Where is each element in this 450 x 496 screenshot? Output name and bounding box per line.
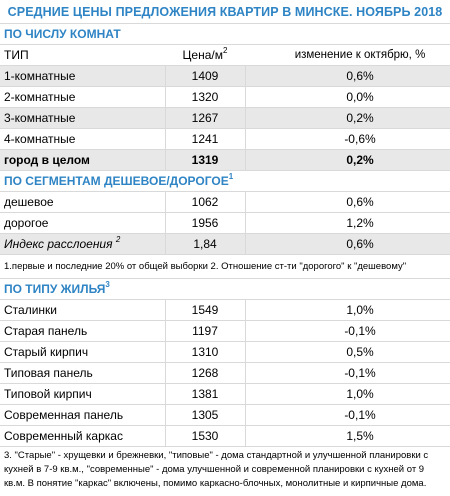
- total-price: 1319: [191, 153, 219, 167]
- row-change: 1,5%: [346, 429, 374, 443]
- row-label: Типовая панель: [4, 366, 93, 380]
- row-price: 1062: [191, 195, 219, 209]
- row-label: Современная панель: [4, 408, 124, 422]
- row-price: 1320: [191, 90, 219, 104]
- table-row: Современный каркас 1530 1,5%: [0, 426, 450, 447]
- table-row: Типовая панель 1268 -0,1%: [0, 363, 450, 384]
- section-heading-label: ПО ТИПУ ЖИЛЬЯ: [4, 282, 106, 296]
- footnote-ref: 3: [105, 280, 110, 289]
- row-label: Старый кирпич: [4, 345, 89, 359]
- row-price: 1409: [191, 69, 219, 83]
- footnote-ref: 2: [115, 235, 121, 244]
- index-value: 1,84: [193, 237, 217, 251]
- index-change: 0,6%: [346, 237, 374, 251]
- row-change: 0,0%: [346, 90, 374, 104]
- table-row: Старый кирпич 1310 0,5%: [0, 342, 450, 363]
- row-price: 1268: [191, 366, 219, 380]
- table-row: Сталинки 1549 1,0%: [0, 300, 450, 321]
- footnote-housing: 3. "Старые" - хрущевки и брежневки, "тип…: [4, 450, 429, 489]
- row-price: 1305: [191, 408, 219, 422]
- section-heading-label: ПО СЕГМЕНТАМ ДЕШЕВОЕ/ДОРОГОЕ: [4, 174, 229, 188]
- row-change: -0,1%: [344, 408, 376, 422]
- total-change: 0,2%: [346, 153, 374, 167]
- col-change-header: изменение к октябрю, %: [294, 49, 426, 61]
- row-price: 1530: [191, 429, 219, 443]
- row-change: 1,0%: [346, 387, 374, 401]
- col-price-header: Цена/м2: [165, 45, 245, 65]
- section-housing-heading: ПО ТИПУ ЖИЛЬЯ3: [0, 279, 450, 300]
- row-change: 0,6%: [346, 69, 374, 83]
- row-change: -0,6%: [344, 132, 376, 146]
- index-row: Индекс расслоения 2 1,84 0,6%: [0, 234, 450, 255]
- row-label: Современный каркас: [4, 429, 123, 443]
- total-label: город в целом: [4, 153, 90, 167]
- row-change: 0,2%: [346, 111, 374, 125]
- row-label: дорогое: [4, 216, 49, 230]
- row-price: 1267: [191, 111, 219, 125]
- index-label: Индекс расслоения 2: [4, 234, 120, 254]
- section-rooms-heading: ПО ЧИСЛУ КОМНАТ: [0, 24, 450, 45]
- col-price-text: Цена/м: [182, 48, 223, 62]
- row-price: 1381: [191, 387, 219, 401]
- row-label: Сталинки: [4, 303, 57, 317]
- index-label-text: Индекс расслоения: [4, 237, 113, 251]
- row-change: 1,2%: [346, 216, 374, 230]
- table-row: Старая панель 1197 -0,1%: [0, 321, 450, 342]
- row-price: 1197: [192, 324, 218, 338]
- section-heading-text: ПО ТИПУ ЖИЛЬЯ3: [4, 279, 110, 299]
- row-price: 1956: [191, 216, 219, 230]
- section-heading-text: ПО ЧИСЛУ КОМНАТ: [4, 27, 121, 41]
- row-change: -0,1%: [344, 324, 376, 338]
- row-change: 1,0%: [346, 303, 374, 317]
- row-price: 1241: [191, 132, 219, 146]
- section-heading-text: ПО СЕГМЕНТАМ ДЕШЕВОЕ/ДОРОГОЕ1: [4, 171, 233, 191]
- row-label: Старая панель: [4, 324, 88, 338]
- row-label: Типовой кирпич: [4, 387, 92, 401]
- table-row: дешевое 1062 0,6%: [0, 192, 450, 213]
- table-row: Современная панель 1305 -0,1%: [0, 405, 450, 426]
- table-row: 3-комнатные 1267 0,2%: [0, 108, 450, 129]
- table-row: дорогое 1956 1,2%: [0, 213, 450, 234]
- row-label: 2-комнатные: [4, 90, 76, 104]
- row-label: 3-комнатные: [4, 111, 76, 125]
- table-row: 1-комнатные 1409 0,6%: [0, 66, 450, 87]
- row-label: 4-комнатные: [4, 132, 76, 146]
- table-row: Типовой кирпич 1381 1,0%: [0, 384, 450, 405]
- report-title: СРЕДНИЕ ЦЕНЫ ПРЕДЛОЖЕНИЯ КВАРТИР В МИНСК…: [0, 0, 450, 24]
- table-row: 4-комнатные 1241 -0,6%: [0, 129, 450, 150]
- col-type-header: ТИП: [4, 48, 29, 62]
- column-header-row: ТИП Цена/м2 изменение к октябрю, %: [0, 45, 450, 66]
- section-segments-heading: ПО СЕГМЕНТАМ ДЕШЕВОЕ/ДОРОГОЕ1: [0, 171, 450, 192]
- footnote-ref: 1: [228, 172, 234, 181]
- row-label: дешевое: [4, 195, 54, 209]
- table-row: 2-комнатные 1320 0,0%: [0, 87, 450, 108]
- row-price: 1310: [191, 345, 219, 359]
- row-change: 0,5%: [346, 345, 374, 359]
- col-price-sup: 2: [222, 46, 228, 55]
- row-price: 1549: [191, 303, 219, 317]
- total-row: город в целом 1319 0,2%: [0, 150, 450, 171]
- row-change: -0,1%: [344, 366, 376, 380]
- row-label: 1-комнатные: [4, 69, 76, 83]
- footnote-segments: 1.первые и последние 20% от общей выборк…: [0, 255, 450, 279]
- row-change: 0,6%: [346, 195, 374, 209]
